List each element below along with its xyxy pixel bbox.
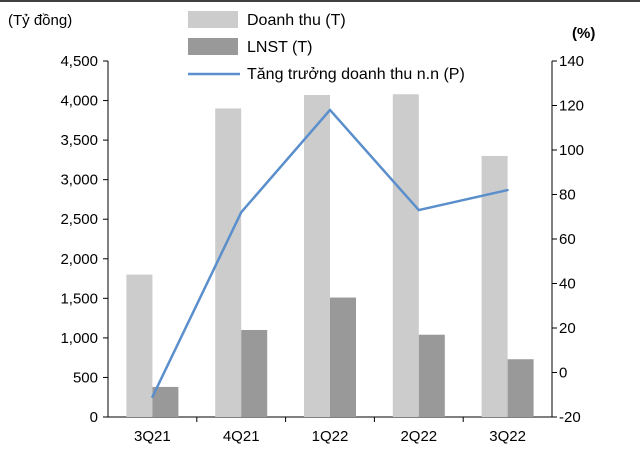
right-tick-label: 60 [559,231,576,248]
left-tick-label: 2,500 [60,211,98,228]
legend-swatch-profit [188,38,238,55]
right-tick-label: 40 [559,276,576,293]
growth-point [506,188,509,192]
left-tick-label: 4,500 [60,53,98,70]
right-tick-label: 140 [559,53,584,70]
x-tick-label: 4Q21 [223,428,260,445]
x-tick-label: 3Q22 [489,428,526,445]
left-tick-label: 0 [90,409,98,426]
right-tick-label: 20 [559,320,576,337]
x-tick-label: 2Q22 [400,428,437,445]
legend-label-growth: Tăng trưởng doanh thu n.n (P) [247,66,465,83]
growth-point [240,211,243,214]
left-tick-label: 500 [73,369,98,386]
legend-swatch-revenue [188,11,238,28]
left-tick-label: 3,500 [60,132,98,149]
revenue-bar [126,274,153,417]
legend-label-revenue: Doanh thu (T) [247,12,346,29]
right-tick-label: 0 [559,365,567,382]
profit-bar [507,359,534,417]
left-axis-unit: (Tỷ đồng) [8,12,72,29]
revenue-bar [481,155,508,417]
profit-bar [418,334,445,417]
growth-point [151,395,154,399]
right-tick-label: 80 [559,187,576,204]
tick-labels: 0 500 1,000 1,500 2,000 2,500 3,000 3,500 4,000 4… [60,53,584,445]
revenue-bar [392,94,419,417]
profit-bar [330,297,356,417]
legend: Doanh thu (T) LNST (T) Tăng trưởng doanh… [188,11,465,83]
revenue-bar [304,95,330,418]
x-tick-label: 3Q21 [134,428,171,445]
right-axis-unit: (%) [572,25,595,42]
growth-point [417,208,420,212]
legend-label-profit: LNST (T) [247,39,312,56]
right-tick-label: -20 [559,409,581,426]
profit-bar [152,386,179,417]
profit-bar [241,329,268,417]
right-tick-label: 120 [559,98,584,115]
left-tick-label: 4,000 [60,93,98,110]
left-tick-label: 1,500 [60,290,98,307]
left-tick-label: 1,000 [60,330,98,347]
bars [126,94,534,418]
growth-point [328,108,332,112]
growth-line [151,108,509,399]
right-tick-label: 100 [559,142,584,159]
left-tick-label: 3,000 [60,172,98,189]
revenue-bar [215,108,242,417]
left-tick-label: 2,000 [60,251,98,268]
x-tick-label: 1Q22 [312,428,349,445]
